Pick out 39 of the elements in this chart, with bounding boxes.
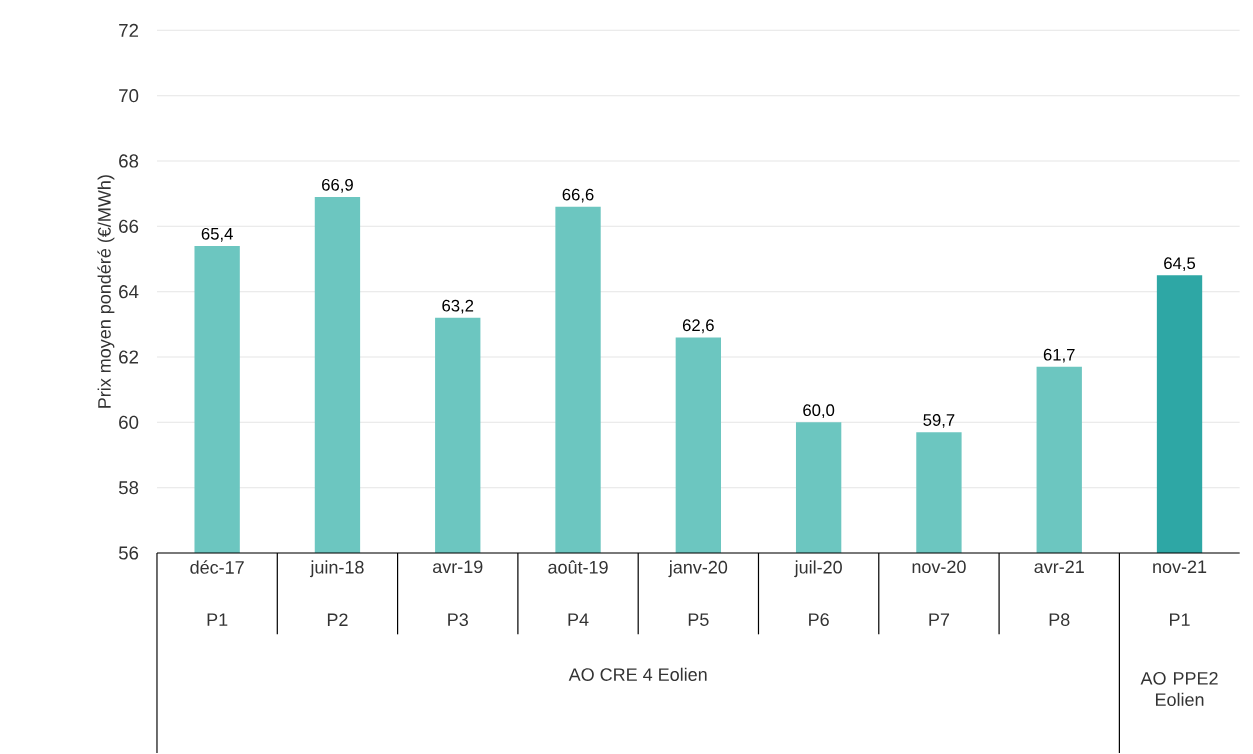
y-tick-label: 58 bbox=[118, 481, 139, 495]
text: P2 bbox=[327, 613, 348, 626]
x-tick-label: avr-21 bbox=[1034, 560, 1084, 574]
data-label: 66,9 bbox=[322, 178, 353, 193]
data-label: 59,7 bbox=[923, 414, 955, 428]
x-tick-label: déc-17 bbox=[190, 560, 244, 574]
data-label: 61,7 bbox=[1043, 348, 1075, 363]
text: P5 bbox=[688, 613, 709, 626]
data-label: 62,6 bbox=[682, 319, 714, 334]
text: AO CRE 4 Eolien bbox=[568, 667, 707, 681]
y-tick-label: 60 bbox=[119, 415, 139, 429]
x-tick-label: nov-20 bbox=[912, 560, 966, 574]
data-label: 66,6 bbox=[562, 188, 594, 203]
y-tick-label: 56 bbox=[118, 546, 139, 560]
text: AO PPE2 Eolien bbox=[1140, 671, 1218, 707]
text: P4 bbox=[568, 613, 589, 626]
x-tick-label: nov-21 bbox=[1153, 560, 1207, 574]
data-label: 60,0 bbox=[803, 404, 835, 419]
data-label: 65,4 bbox=[201, 227, 233, 242]
text: P7 bbox=[929, 613, 950, 626]
y-tick-label: 70 bbox=[119, 89, 139, 103]
text: P6 bbox=[809, 613, 829, 627]
text: P3 bbox=[448, 613, 468, 627]
text: P1 bbox=[207, 613, 228, 626]
data-label: 64,5 bbox=[1164, 257, 1196, 272]
x-tick-label: janv-20 bbox=[668, 560, 728, 578]
x-tick-label: août-19 bbox=[548, 560, 608, 574]
y-tick-label: 64 bbox=[119, 285, 139, 299]
y-tick-label: 68 bbox=[119, 154, 139, 168]
y-tick-label: 62 bbox=[119, 350, 139, 364]
y-axis-title: Prix moyen pondéré (€/MWh) bbox=[97, 175, 115, 408]
text: P1 bbox=[1170, 613, 1190, 626]
y-tick-label: 72 bbox=[119, 23, 139, 37]
text: P8 bbox=[1049, 613, 1070, 627]
data-label: 63,2 bbox=[442, 299, 474, 314]
x-tick-label: avr-19 bbox=[433, 560, 483, 574]
y-tick-label: 66 bbox=[119, 219, 139, 233]
x-tick-label: juin-18 bbox=[309, 560, 364, 578]
x-tick-label: juil-20 bbox=[794, 560, 842, 578]
